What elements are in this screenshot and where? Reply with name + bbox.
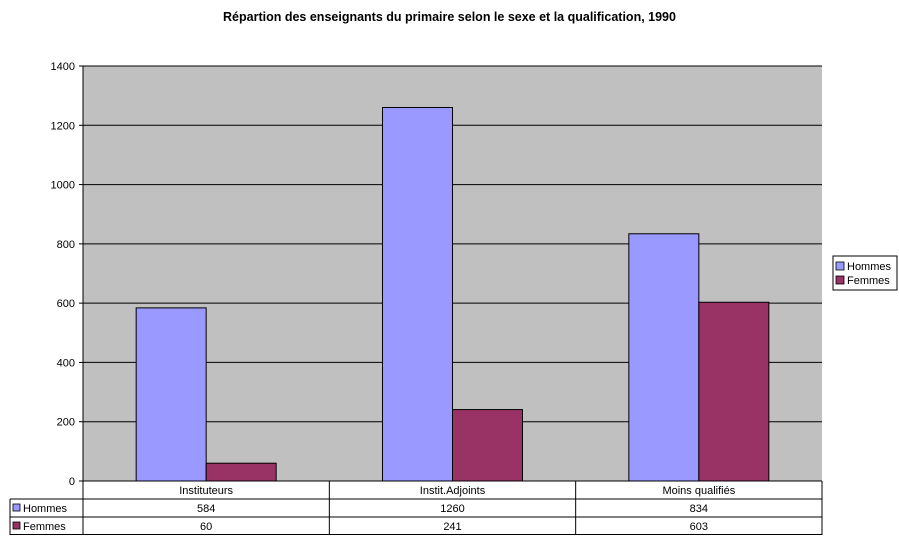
x-category-label: Moins qualifiés — [662, 485, 735, 497]
table-key-swatch — [12, 521, 21, 530]
y-tick-label: 600 — [57, 298, 75, 310]
table-value: 834 — [690, 503, 708, 515]
y-tick-label: 200 — [57, 417, 75, 429]
y-tick-label: 800 — [57, 239, 75, 251]
table-row-label: Hommes — [23, 503, 68, 515]
y-tick-label: 1000 — [51, 180, 75, 192]
x-category-label: Instituteurs — [179, 485, 233, 497]
y-tick-label: 400 — [57, 357, 75, 369]
table-value: 1260 — [440, 503, 464, 515]
data-table: Instituteurs Instit.Adjoints Moins qualifi… — [9, 481, 823, 535]
legend-swatch — [835, 261, 845, 271]
legend-label: Hommes — [847, 261, 892, 273]
y-tick-label: 0 — [69, 476, 75, 488]
table-value: 60 — [200, 521, 212, 533]
bar-femmes-1 — [452, 409, 523, 482]
plot-area: 0 200 400 600 800 1000 1200 1400 — [51, 61, 822, 488]
bar-hommes-0 — [135, 307, 207, 482]
x-category-label: Instit.Adjoints — [420, 485, 486, 497]
table-key-swatch — [12, 503, 21, 512]
bar-hommes-1 — [382, 107, 453, 482]
legend: Hommes Femmes — [832, 255, 898, 291]
bar-femmes-0 — [205, 462, 277, 482]
bar-femmes-2 — [698, 301, 770, 482]
legend-swatch — [835, 275, 845, 285]
bar-hommes-2 — [628, 233, 700, 482]
legend-label: Femmes — [847, 275, 890, 287]
table-value: 241 — [443, 521, 461, 533]
table-value: 603 — [690, 521, 708, 533]
y-tick-label: 1400 — [51, 61, 75, 73]
chart-title: Répartion des enseignants du primaire se… — [223, 10, 676, 24]
table-row-label: Femmes — [23, 521, 66, 533]
y-tick-label: 1200 — [51, 120, 75, 132]
table-value: 584 — [197, 503, 215, 515]
